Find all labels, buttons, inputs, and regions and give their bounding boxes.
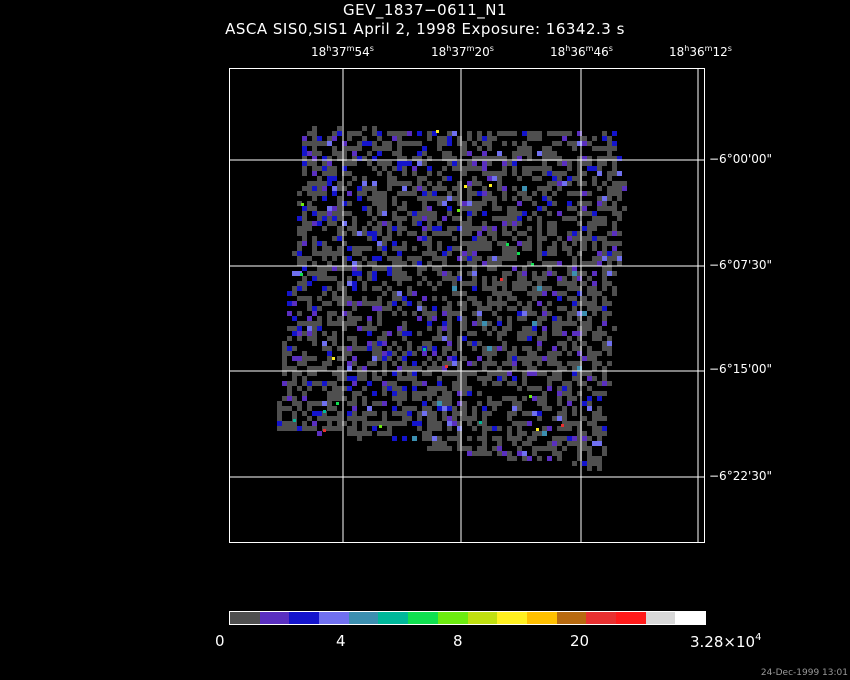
colorbar-segment xyxy=(230,612,260,624)
colorbar-segment xyxy=(467,612,498,624)
colorbar-label-20: 20 xyxy=(570,632,590,650)
dec-tick-label-4: −6°22'30" xyxy=(709,469,773,483)
colorbar-label-max: 3.28×104 xyxy=(690,632,762,651)
image-subtitle: ASCA SIS0,SIS1 April 2, 1998 Exposure: 1… xyxy=(225,20,625,38)
color-scale-bar xyxy=(229,611,706,625)
colorbar-label-8: 8 xyxy=(453,632,463,650)
colorbar-segment xyxy=(526,612,557,624)
colorbar-segment xyxy=(586,612,616,624)
colorbar-segment xyxy=(675,612,705,624)
colorbar-segment xyxy=(497,612,527,624)
dec-tick-label-1: −6°00'00" xyxy=(709,152,773,166)
x-ray-sky-image xyxy=(230,69,704,542)
ra-tick-label-4: 18h36m12s xyxy=(669,44,732,59)
colorbar-segment xyxy=(259,612,290,624)
ra-tick-label-2: 18h37m20s xyxy=(431,44,494,59)
colorbar-segment xyxy=(437,612,468,624)
colorbar-segment xyxy=(319,612,349,624)
timestamp: 24-Dec-1999 13:01 xyxy=(760,668,848,678)
colorbar-segment xyxy=(289,612,320,624)
colorbar-segment xyxy=(556,612,587,624)
image-title: GEV_1837−0611_N1 xyxy=(342,1,508,19)
colorbar-label-4: 4 xyxy=(336,632,346,650)
colorbar-segment xyxy=(408,612,438,624)
colorbar-segment xyxy=(615,612,646,624)
ra-tick-label-3: 18h36m46s xyxy=(550,44,613,59)
colorbar-label-0: 0 xyxy=(215,632,225,650)
ra-tick-label-1: 18h37m54s xyxy=(311,44,374,59)
colorbar-segment xyxy=(348,612,379,624)
dec-tick-label-2: −6°07'30" xyxy=(709,258,773,272)
sky-image-frame xyxy=(229,68,705,543)
dec-tick-label-3: −6°15'00" xyxy=(709,362,773,376)
colorbar-segment xyxy=(378,612,409,624)
colorbar-segment xyxy=(645,612,676,624)
